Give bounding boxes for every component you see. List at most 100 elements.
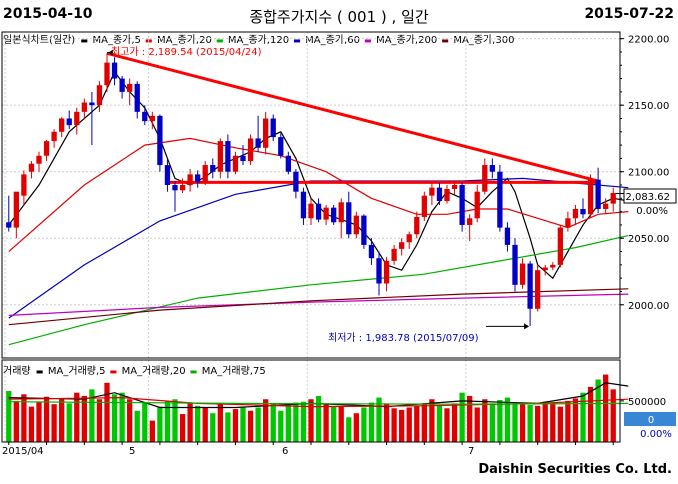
candle-body bbox=[512, 244, 518, 285]
candle-body bbox=[300, 191, 307, 219]
candle bbox=[489, 158, 495, 179]
volume-bar bbox=[28, 406, 35, 442]
candle-body bbox=[391, 248, 397, 261]
candle bbox=[497, 165, 503, 232]
volume-bar bbox=[195, 405, 201, 442]
volume-chart-label: 거래량 bbox=[3, 366, 31, 377]
candle bbox=[179, 178, 186, 194]
candle bbox=[263, 111, 269, 155]
volume-bar bbox=[315, 395, 322, 442]
x-tick-june: 6 bbox=[282, 446, 289, 457]
candle-body bbox=[149, 115, 155, 122]
candle-body bbox=[338, 202, 344, 223]
volume-bar bbox=[225, 412, 231, 442]
candle bbox=[21, 170, 27, 205]
candle-body bbox=[74, 111, 80, 126]
volume-bar bbox=[255, 407, 261, 442]
volume-bar bbox=[383, 403, 390, 442]
candle bbox=[323, 204, 329, 225]
candle bbox=[550, 262, 556, 271]
candle bbox=[391, 244, 397, 265]
volume-bar bbox=[187, 403, 193, 442]
candle-body bbox=[346, 202, 352, 235]
candle-body bbox=[467, 218, 473, 225]
volume-bars bbox=[6, 374, 616, 442]
volume-bar bbox=[587, 386, 594, 442]
volume-bar bbox=[512, 403, 518, 442]
price-legend-item-5: ▬ MA_종가,300 bbox=[441, 35, 516, 46]
candle-body bbox=[580, 208, 586, 215]
candle-body bbox=[444, 189, 450, 201]
candle-body bbox=[270, 118, 276, 138]
volume-bar bbox=[89, 389, 95, 442]
volume-bar bbox=[51, 404, 57, 442]
candle-body bbox=[399, 242, 405, 249]
candle bbox=[368, 238, 375, 265]
candle bbox=[247, 134, 254, 166]
price-legend-item-4: ▬ MA_종가,200 bbox=[364, 35, 439, 46]
candle-body bbox=[368, 244, 375, 259]
volume-bar bbox=[13, 400, 19, 442]
volume-bar bbox=[353, 413, 359, 442]
candle bbox=[504, 222, 511, 252]
candle-body bbox=[104, 62, 110, 86]
candle-body bbox=[179, 185, 186, 191]
candle bbox=[217, 138, 223, 179]
candle-body bbox=[459, 185, 465, 225]
candle-body bbox=[535, 270, 541, 309]
trend-lines bbox=[106, 49, 599, 330]
volume-legend-swatch-2: ▬ bbox=[189, 367, 200, 376]
volume-legend-label-1: MA_거래량,20 bbox=[121, 366, 186, 377]
candle bbox=[595, 167, 601, 213]
candle bbox=[315, 198, 322, 223]
volume-bar bbox=[81, 395, 87, 442]
volume-bar bbox=[595, 379, 601, 442]
volume-bar bbox=[96, 399, 103, 442]
candle bbox=[164, 158, 171, 192]
candle-body bbox=[436, 187, 443, 201]
volume-bar bbox=[406, 407, 412, 442]
candle-body bbox=[550, 264, 556, 268]
candle-body bbox=[361, 215, 367, 245]
price-change-label: 0.00% bbox=[636, 206, 668, 217]
candle-body bbox=[263, 118, 269, 148]
candle bbox=[6, 195, 12, 232]
volume-bar bbox=[104, 382, 110, 442]
volume-bar bbox=[429, 399, 435, 442]
candle-body bbox=[482, 165, 488, 192]
volume-bar bbox=[164, 400, 171, 442]
candle-body bbox=[572, 208, 579, 219]
volume-bar bbox=[157, 406, 163, 442]
volume-bar bbox=[300, 401, 307, 442]
volume-bar bbox=[134, 410, 140, 442]
price-tick-label: 2000.00 bbox=[628, 301, 669, 312]
volume-bar bbox=[210, 413, 216, 442]
candle bbox=[66, 110, 72, 130]
candle-body bbox=[28, 163, 35, 172]
candle-body bbox=[565, 218, 571, 228]
candle bbox=[587, 174, 594, 217]
price-legend-label-2: MA_종가,120 bbox=[227, 35, 290, 46]
volume-bar bbox=[331, 406, 337, 442]
candle-body bbox=[429, 187, 435, 196]
candle-body bbox=[278, 137, 284, 156]
candle bbox=[127, 78, 133, 106]
volume-bar bbox=[474, 407, 480, 442]
candle bbox=[451, 181, 458, 195]
candle-body bbox=[557, 227, 563, 265]
volume-current-label: 0 bbox=[648, 415, 654, 426]
candle bbox=[527, 260, 533, 327]
candle-body bbox=[202, 165, 208, 183]
chart-header: 2015-04-10 종합주가지수 ( 001 ) , 일간 2015-07-2… bbox=[0, 0, 678, 30]
volume-bar bbox=[119, 392, 125, 442]
candle bbox=[149, 111, 155, 130]
volume-bar bbox=[66, 403, 72, 442]
volume-bar bbox=[550, 402, 556, 442]
candle-body bbox=[195, 174, 201, 183]
candle bbox=[436, 182, 443, 205]
volume-bar bbox=[43, 396, 50, 442]
volume-bar bbox=[519, 402, 526, 442]
candle-body bbox=[376, 258, 382, 284]
candle bbox=[572, 204, 579, 225]
